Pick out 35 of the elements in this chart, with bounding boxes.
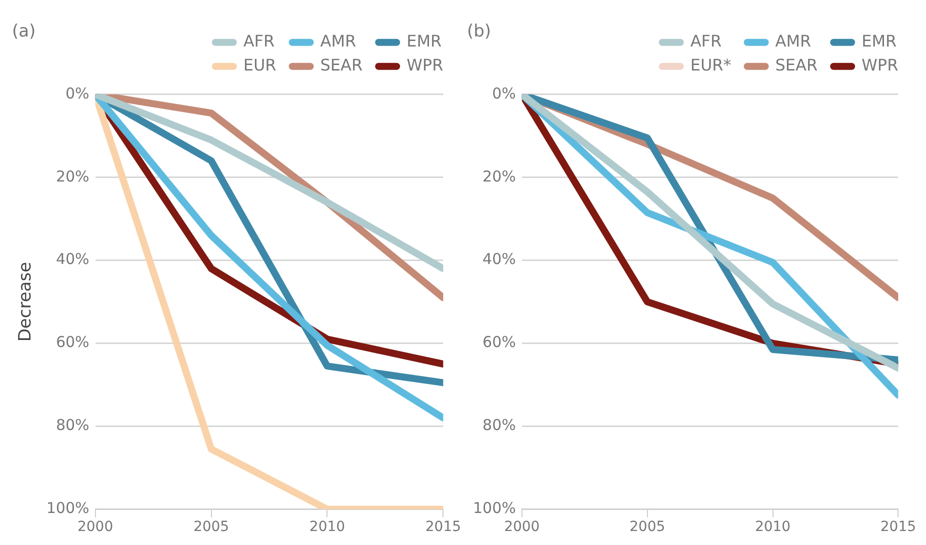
legend-label: EUR — [243, 56, 276, 75]
y-tick-label: 60% — [56, 333, 90, 352]
y-tick-label: 20% — [482, 167, 516, 186]
y-tick-label: 60% — [482, 333, 516, 352]
y-tick-label: 0% — [492, 84, 516, 102]
y-tick-label: 40% — [56, 250, 90, 268]
x-tick-label: 2005 — [629, 519, 666, 536]
legend-label: AMR — [320, 32, 356, 51]
legend-label: EMR — [862, 32, 897, 51]
x-tick-label: 2000 — [77, 519, 114, 536]
x-tick-label: 2010 — [754, 519, 791, 536]
x-tick-label: 2010 — [309, 519, 346, 536]
x-tick-label: 2015 — [425, 519, 462, 536]
y-tick-label: 20% — [56, 167, 90, 186]
chart-title: (a) — [12, 22, 36, 42]
legend-label: AFR — [690, 32, 722, 51]
x-tick-label: 2000 — [504, 519, 540, 536]
y-tick-label: 100% — [46, 499, 90, 518]
y-axis-title: Decrease — [16, 262, 36, 342]
chart-title: (b) — [467, 22, 492, 42]
legend-label: WPR — [862, 56, 898, 75]
x-tick-label: 2005 — [193, 519, 230, 536]
y-tick-label: 80% — [482, 416, 516, 434]
y-tick-label: 100% — [472, 499, 516, 518]
y-tick-label: 80% — [56, 416, 90, 434]
y-tick-label: 0% — [65, 84, 90, 102]
legend-label: AFR — [243, 32, 275, 51]
legend-label: SEAR — [320, 56, 363, 75]
legend-label: EUR* — [690, 56, 732, 75]
legend-label: EMR — [406, 32, 442, 51]
legend-label: WPR — [406, 56, 444, 75]
x-tick-label: 2015 — [880, 519, 916, 536]
legend-label: SEAR — [775, 56, 818, 75]
legend-label: AMR — [775, 32, 812, 51]
y-tick-label: 40% — [482, 250, 516, 268]
